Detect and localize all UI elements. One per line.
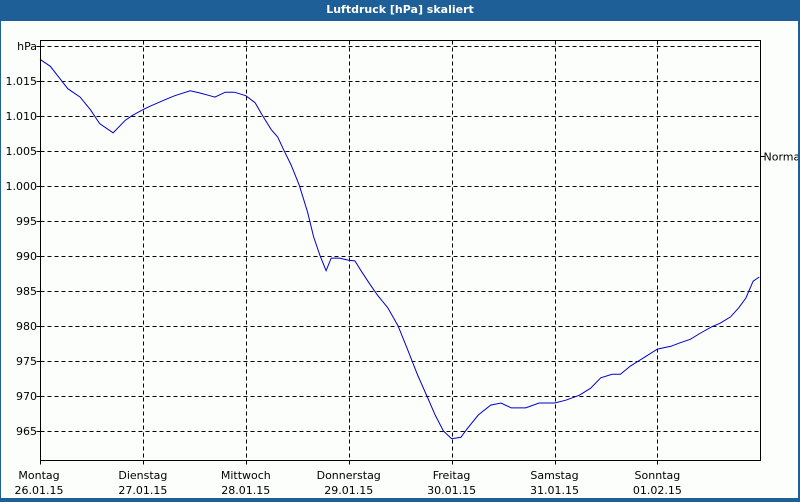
pressure-chart: hPa 1.015 1.010 1.005 1.000 995 990 985 980 975 97… (6, 40, 800, 497)
x-date-label: 30.01.15 (427, 484, 476, 497)
x-day-label: Donnerstag (317, 469, 381, 482)
window-title: Luftdruck [hPa] skaliert (0, 0, 800, 20)
y-tick-label: 1.000 (6, 180, 38, 193)
x-day-label: Dienstag (118, 469, 167, 482)
x-day-label: Mittwoch (221, 469, 271, 482)
y-tick-label: 1.005 (6, 145, 38, 158)
y-tick-label: 965 (16, 425, 37, 438)
y-axis-labels: hPa 1.015 1.010 1.005 1.000 995 990 985 980 975 97… (6, 40, 38, 438)
y-tick-label: hPa (17, 40, 37, 53)
x-day-label: Sonntag (635, 469, 681, 482)
normal-label: Normal (764, 151, 799, 164)
y-tick-label: 1.015 (6, 75, 38, 88)
y-tick-label: 985 (16, 285, 37, 298)
x-axis-labels: Montag 26.01.15 Dienstag 27.01.15 Mittwoch 28… (15, 469, 682, 497)
chart-area: hPa 1.015 1.010 1.005 1.000 995 990 985 980 975 97… (1, 21, 800, 498)
x-day-label: Montag (18, 469, 59, 482)
x-day-label: Samstag (530, 469, 578, 482)
normal-annotation: Normal (760, 151, 800, 164)
grid-lines (36, 40, 761, 465)
x-date-label: 28.01.15 (221, 484, 270, 497)
y-tick-label: 1.010 (6, 110, 38, 123)
pressure-line (39, 58, 760, 440)
x-date-label: 01.02.15 (633, 484, 682, 497)
y-tick-label: 970 (16, 390, 37, 403)
y-tick-label: 980 (16, 320, 37, 333)
y-tick-label: 975 (16, 355, 37, 368)
x-day-label: Freitag (433, 469, 471, 482)
y-tick-label: 995 (16, 215, 37, 228)
y-tick-label: 990 (16, 250, 37, 263)
plot-frame (40, 40, 761, 461)
x-date-label: 27.01.15 (118, 484, 167, 497)
x-date-label: 26.01.15 (15, 484, 64, 497)
x-date-label: 29.01.15 (324, 484, 373, 497)
x-date-label: 31.01.15 (530, 484, 579, 497)
